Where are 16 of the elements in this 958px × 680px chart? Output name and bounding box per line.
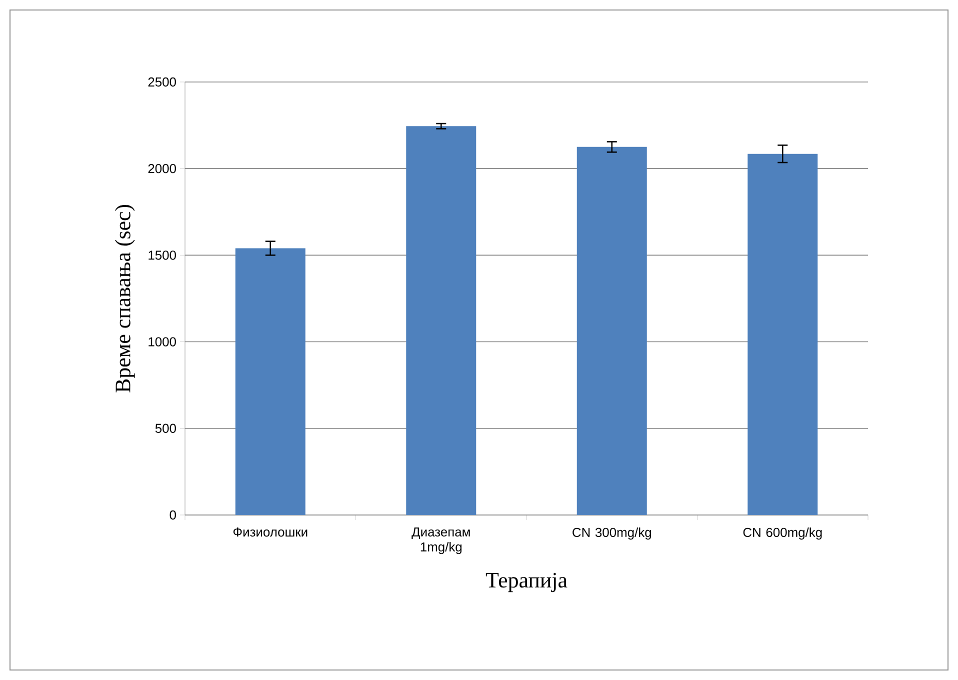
x-tick-label: Диазепам 1mg/kg (412, 528, 470, 554)
bar (406, 126, 476, 515)
y-tick-label: 1000 (148, 337, 176, 346)
x-axis-title: Терапија (486, 572, 568, 592)
y-tick-label: 2000 (148, 164, 176, 174)
bar (235, 248, 306, 515)
y-tick-label: 1500 (148, 250, 176, 260)
x-tick-label: CN 600mg/kg (743, 528, 822, 540)
y-tick-label: 500 (155, 424, 176, 433)
bar (748, 154, 818, 515)
y-axis-title: Време спавања (sec) (114, 204, 135, 392)
y-tick-label: 2500 (148, 77, 176, 87)
x-tick-label: Физиолошки (233, 528, 308, 537)
x-tick-label: CN 300mg/kg (572, 528, 651, 540)
y-tick-label: 0 (170, 510, 176, 520)
bar (576, 146, 647, 515)
